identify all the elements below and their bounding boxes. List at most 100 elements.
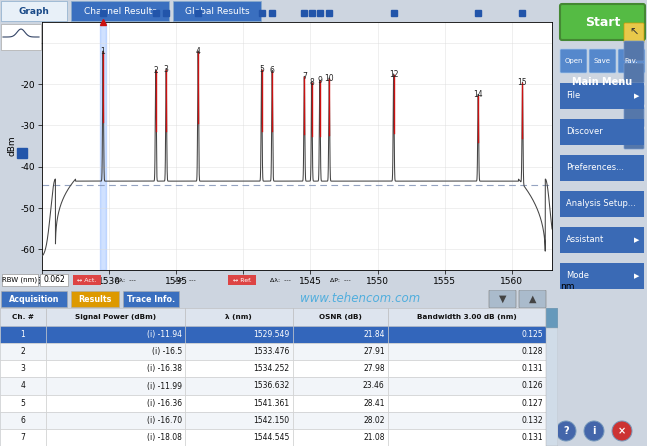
Text: nm: nm: [560, 281, 574, 291]
Text: 9: 9: [318, 76, 322, 85]
Text: Δλ:  ---: Δλ: ---: [270, 277, 291, 282]
Bar: [1, 1, 67, 21]
Text: Graph: Graph: [19, 7, 49, 16]
Text: ?: ?: [563, 426, 569, 436]
Text: 1536.632: 1536.632: [254, 381, 290, 391]
FancyBboxPatch shape: [560, 49, 587, 73]
Bar: [1, 291, 67, 307]
Text: 7: 7: [302, 72, 307, 81]
FancyBboxPatch shape: [624, 129, 644, 149]
Bar: [45, 395, 185, 412]
Text: 21.84: 21.84: [363, 330, 385, 339]
Text: ▶: ▶: [633, 273, 639, 279]
Text: 3: 3: [164, 65, 169, 74]
Y-axis label: dBm: dBm: [7, 136, 16, 156]
Text: 10: 10: [324, 74, 334, 83]
Bar: [173, 1, 261, 21]
Bar: [185, 326, 292, 343]
Text: 0.126: 0.126: [521, 381, 543, 391]
Text: 6: 6: [20, 416, 25, 425]
Text: Channel Results: Channel Results: [83, 7, 157, 16]
Bar: [45, 308, 185, 326]
Text: Results: Results: [78, 294, 112, 303]
FancyBboxPatch shape: [624, 23, 644, 43]
Bar: [546, 308, 558, 328]
Text: (i) -11.94: (i) -11.94: [147, 330, 182, 339]
Text: ↖: ↖: [630, 28, 639, 38]
Text: Main Menu: Main Menu: [573, 77, 633, 87]
Bar: [0, 326, 45, 343]
Bar: [292, 377, 388, 395]
Text: 27.98: 27.98: [363, 364, 385, 373]
Bar: [1, 24, 41, 50]
Text: i: i: [592, 426, 596, 436]
Text: ▶: ▶: [633, 93, 639, 99]
Text: 0.132: 0.132: [521, 416, 543, 425]
FancyBboxPatch shape: [560, 4, 645, 40]
Bar: [292, 343, 388, 360]
Bar: [45, 429, 185, 446]
Text: 5: 5: [259, 65, 264, 74]
Text: 1: 1: [101, 47, 105, 56]
Text: Open: Open: [564, 58, 583, 64]
Text: 0.128: 0.128: [521, 347, 543, 356]
Text: Save: Save: [594, 58, 611, 64]
Text: 28.02: 28.02: [363, 416, 385, 425]
Text: ↔ Act.: ↔ Act.: [77, 277, 96, 282]
Text: 21.08: 21.08: [363, 433, 385, 442]
Bar: [0, 343, 45, 360]
Bar: [388, 326, 546, 343]
Text: ↔ Ref.: ↔ Ref.: [233, 277, 252, 282]
Text: Signal Power (dBm): Signal Power (dBm): [74, 314, 156, 320]
FancyBboxPatch shape: [624, 41, 644, 61]
Bar: [2, 274, 38, 286]
Bar: [45, 412, 185, 429]
Text: Preferences...: Preferences...: [566, 164, 624, 173]
Text: Start: Start: [585, 16, 620, 29]
Bar: [123, 291, 179, 307]
Bar: [388, 360, 546, 377]
Circle shape: [612, 421, 632, 441]
Text: Discover: Discover: [566, 128, 603, 136]
Bar: [560, 227, 644, 253]
Text: (i) -16.70: (i) -16.70: [147, 416, 182, 425]
Bar: [560, 155, 644, 181]
Bar: [0, 429, 45, 446]
Text: 0.062: 0.062: [43, 276, 65, 285]
Bar: [292, 308, 388, 326]
Bar: [560, 83, 644, 109]
Bar: [388, 395, 546, 412]
Bar: [45, 377, 185, 395]
Text: File: File: [566, 91, 580, 100]
FancyBboxPatch shape: [624, 63, 644, 83]
Text: 28.41: 28.41: [363, 399, 385, 408]
Bar: [292, 360, 388, 377]
Text: 14: 14: [474, 90, 483, 99]
Bar: [388, 429, 546, 446]
Bar: [292, 429, 388, 446]
FancyBboxPatch shape: [624, 85, 644, 105]
Text: 8: 8: [309, 78, 314, 87]
Text: (i) -16.5: (i) -16.5: [151, 347, 182, 356]
Text: 1533.476: 1533.476: [253, 347, 290, 356]
Bar: [0, 360, 45, 377]
Text: ΔP:  ---: ΔP: ---: [330, 277, 351, 282]
Bar: [185, 395, 292, 412]
Text: OSNR (dB): OSNR (dB): [319, 314, 362, 320]
Text: 0.131: 0.131: [521, 364, 543, 373]
Bar: [0, 377, 45, 395]
Text: (i) -11.99: (i) -11.99: [147, 381, 182, 391]
Text: 0.127: 0.127: [521, 399, 543, 408]
Text: 4: 4: [195, 47, 201, 56]
Text: 3: 3: [20, 364, 25, 373]
Bar: [0, 412, 45, 429]
Bar: [185, 377, 292, 395]
Text: Assistant: Assistant: [566, 235, 604, 244]
Bar: [45, 343, 185, 360]
Text: Global Results: Global Results: [184, 7, 249, 16]
Text: 4: 4: [20, 381, 25, 391]
Circle shape: [556, 421, 576, 441]
Text: 1541.361: 1541.361: [254, 399, 290, 408]
Bar: [560, 263, 644, 289]
Bar: [40, 274, 68, 286]
